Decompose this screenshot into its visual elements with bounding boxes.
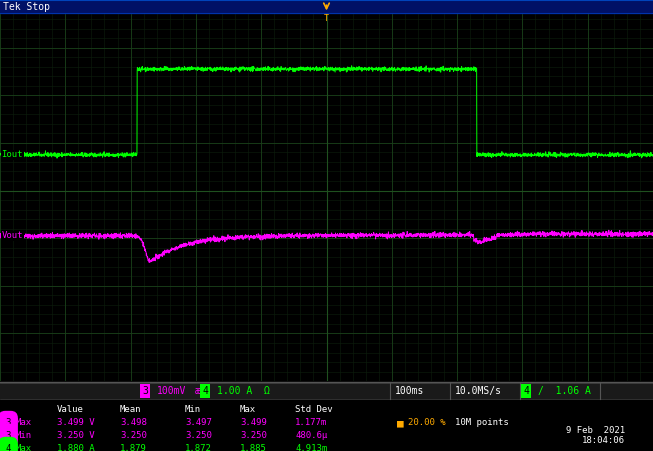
Text: 20.00 %: 20.00 % [408,418,445,427]
Text: 1.880 A: 1.880 A [57,444,95,451]
Text: Min: Min [185,405,201,414]
Text: 4.913m: 4.913m [295,444,327,451]
Text: 1.872: 1.872 [185,444,212,451]
Text: 480.6μ: 480.6μ [295,431,327,440]
Text: 1.879: 1.879 [120,444,147,451]
Text: 4: 4 [202,386,208,396]
Text: 3.499: 3.499 [240,418,267,427]
Text: 3.250: 3.250 [240,431,267,440]
Text: 1.00 A  Ω: 1.00 A Ω [217,386,270,396]
Text: 4: 4 [523,386,529,396]
Text: 3: 3 [5,418,10,427]
Text: 3.499 V: 3.499 V [57,418,95,427]
Text: /  1.06 A: / 1.06 A [538,386,591,396]
Text: 10.0MS/s: 10.0MS/s [455,386,502,396]
Text: 3.250 V: 3.250 V [57,431,95,440]
Text: 100mV: 100mV [157,386,186,396]
Text: 3.497: 3.497 [185,418,212,427]
Text: 1.885: 1.885 [240,444,267,451]
Text: Max: Max [240,405,256,414]
Text: 9 Feb  2021
18:04:06: 9 Feb 2021 18:04:06 [566,426,625,446]
Text: ■: ■ [397,418,404,428]
Text: 1.177m: 1.177m [295,418,327,427]
Text: 3.498: 3.498 [120,418,147,427]
Text: Max: Max [16,418,32,427]
Text: Iout: Iout [1,150,23,159]
Text: Tek Stop: Tek Stop [3,2,50,12]
Text: Mean: Mean [120,405,142,414]
Text: 3.250: 3.250 [185,431,212,440]
Text: 3: 3 [142,386,148,396]
Text: Vout: Vout [1,231,23,240]
Text: 100ms: 100ms [395,386,424,396]
Text: Max: Max [16,444,32,451]
Text: 3: 3 [5,431,10,440]
Bar [0,0,653,14]
Text: Min: Min [16,431,32,440]
Text: Value: Value [57,405,84,414]
Text: 4: 4 [5,444,10,451]
Text: T: T [324,14,329,23]
Text: Std Dev: Std Dev [295,405,332,414]
Text: 10M points: 10M points [455,418,509,427]
Bar [0,383,653,399]
Text: 3.250: 3.250 [120,431,147,440]
Text: æ: æ [195,386,201,396]
